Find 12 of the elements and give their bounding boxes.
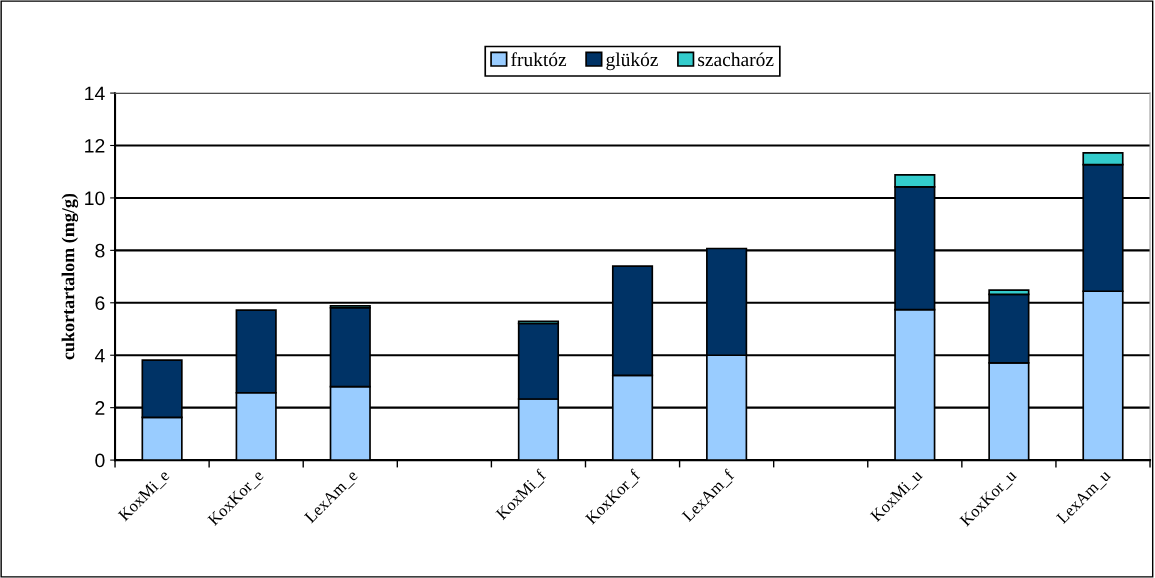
y-tick-label: 6 [95, 296, 105, 311]
y-tick-label: 14 [85, 86, 105, 101]
legend-label: fruktóz [511, 52, 567, 67]
y-tick-label: 8 [95, 243, 105, 258]
y-tick-label: 0 [95, 453, 105, 468]
legend-label: szacharóz [698, 52, 774, 67]
y-axis-title: cukortartalom (mg/g) [61, 193, 79, 360]
y-tick-label: 2 [95, 401, 105, 415]
y-tick-label: 4 [94, 348, 105, 363]
y-tick-label: 10 [85, 191, 105, 206]
legend-label: glükóz [606, 52, 658, 71]
y-tick-label: 12 [85, 138, 105, 153]
